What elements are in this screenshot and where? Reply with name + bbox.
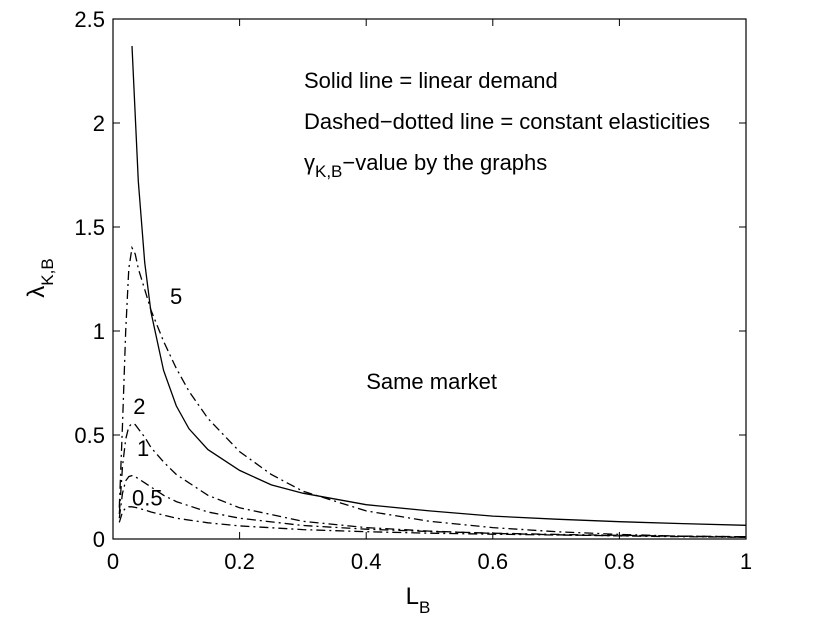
x-tick-label: 0.6 — [478, 549, 509, 574]
chart-annotation: 0.5 — [132, 486, 163, 511]
annotation-layer: Same market 5 2 1 0.5 — [132, 284, 497, 511]
x-tick-label: 0 — [107, 549, 119, 574]
y-tick-label: 2.5 — [74, 7, 105, 32]
legend-line-2: Dashed−dotted line = constant elasticiti… — [304, 109, 710, 134]
y-tick-label: 1 — [93, 319, 105, 344]
legend-line-3-subscript: K,B — [315, 162, 342, 181]
y-tick-label: 0.5 — [74, 423, 105, 448]
y-axis-label: λK,B — [23, 258, 57, 297]
legend-line-3: γK,B−value by the graphs — [304, 150, 547, 181]
legend-line-1: Solid line = linear demand — [304, 68, 558, 93]
series-constant-elasticity-1 — [118, 474, 747, 538]
axis-ticks: 0 0.2 0.4 0.6 0.8 1 0 0.5 1 1.5 2 2.5 — [74, 7, 752, 574]
x-axis-label-main: L — [406, 583, 419, 610]
x-tick-label: 0.4 — [351, 549, 382, 574]
x-axis-label-subscript: B — [419, 598, 430, 617]
chart-annotation: Same market — [366, 369, 497, 394]
series-constant-elasticity-0-5 — [118, 506, 747, 538]
plot-area — [112, 18, 747, 540]
y-tick-label: 0 — [93, 527, 105, 552]
series-constant-elasticity-2 — [118, 422, 747, 538]
x-axis-label: LB — [406, 583, 431, 617]
legend-line-3-symbol: γ — [304, 150, 315, 175]
y-tick-label: 2 — [93, 111, 105, 136]
x-tick-label: 0.8 — [604, 549, 635, 574]
y-axis-label-subscript: K,B — [38, 258, 57, 285]
legend-line-3-rest: −value by the graphs — [342, 150, 547, 175]
chart-annotation: 2 — [133, 394, 145, 419]
series-constant-elasticity-5 — [118, 245, 747, 538]
x-tick-label: 0.2 — [224, 549, 255, 574]
y-axis-label-main: λ — [23, 286, 50, 298]
series-linear-demand — [131, 45, 747, 526]
y-tick-label: 1.5 — [74, 215, 105, 240]
series-layer — [118, 45, 747, 538]
chart-annotation: 5 — [170, 284, 182, 309]
x-tick-label: 1 — [740, 549, 752, 574]
chart-annotation: 1 — [137, 436, 149, 461]
